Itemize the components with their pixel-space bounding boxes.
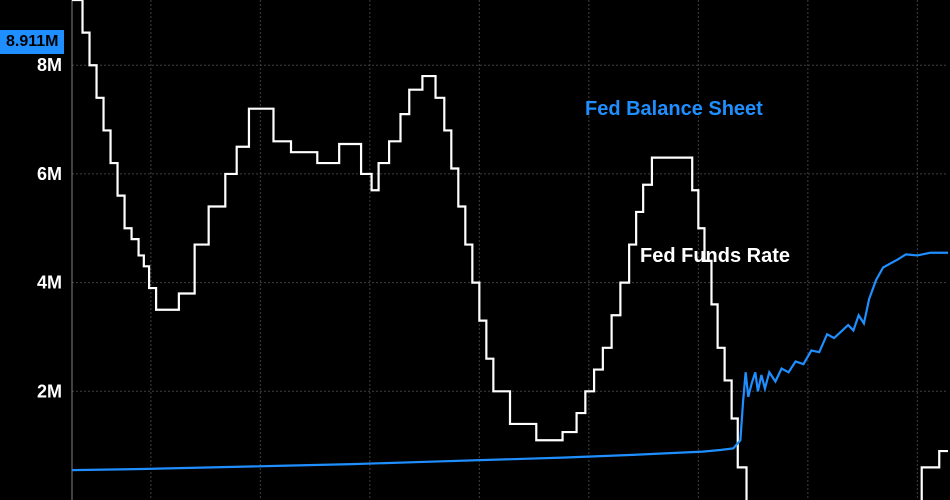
series-label-balance-sheet: Fed Balance Sheet	[585, 98, 763, 121]
current-value-badge: 8.911M	[0, 30, 64, 54]
series-label-text: Fed Balance Sheet	[585, 98, 763, 120]
series-label-text: Fed Funds Rate	[640, 245, 790, 267]
svg-text:2M: 2M	[37, 381, 62, 401]
svg-text:6M: 6M	[37, 164, 62, 184]
chart-container: 2M 4M 6M 8M 8.911M Fed Balance Sheet Fed Fu…	[0, 0, 950, 500]
series-label-funds-rate: Fed Funds Rate	[640, 245, 790, 268]
svg-text:8M: 8M	[37, 55, 62, 75]
chart-svg: 2M 4M 6M 8M	[0, 0, 950, 500]
current-value-text: 8.911M	[6, 33, 58, 50]
svg-text:4M: 4M	[37, 273, 62, 293]
